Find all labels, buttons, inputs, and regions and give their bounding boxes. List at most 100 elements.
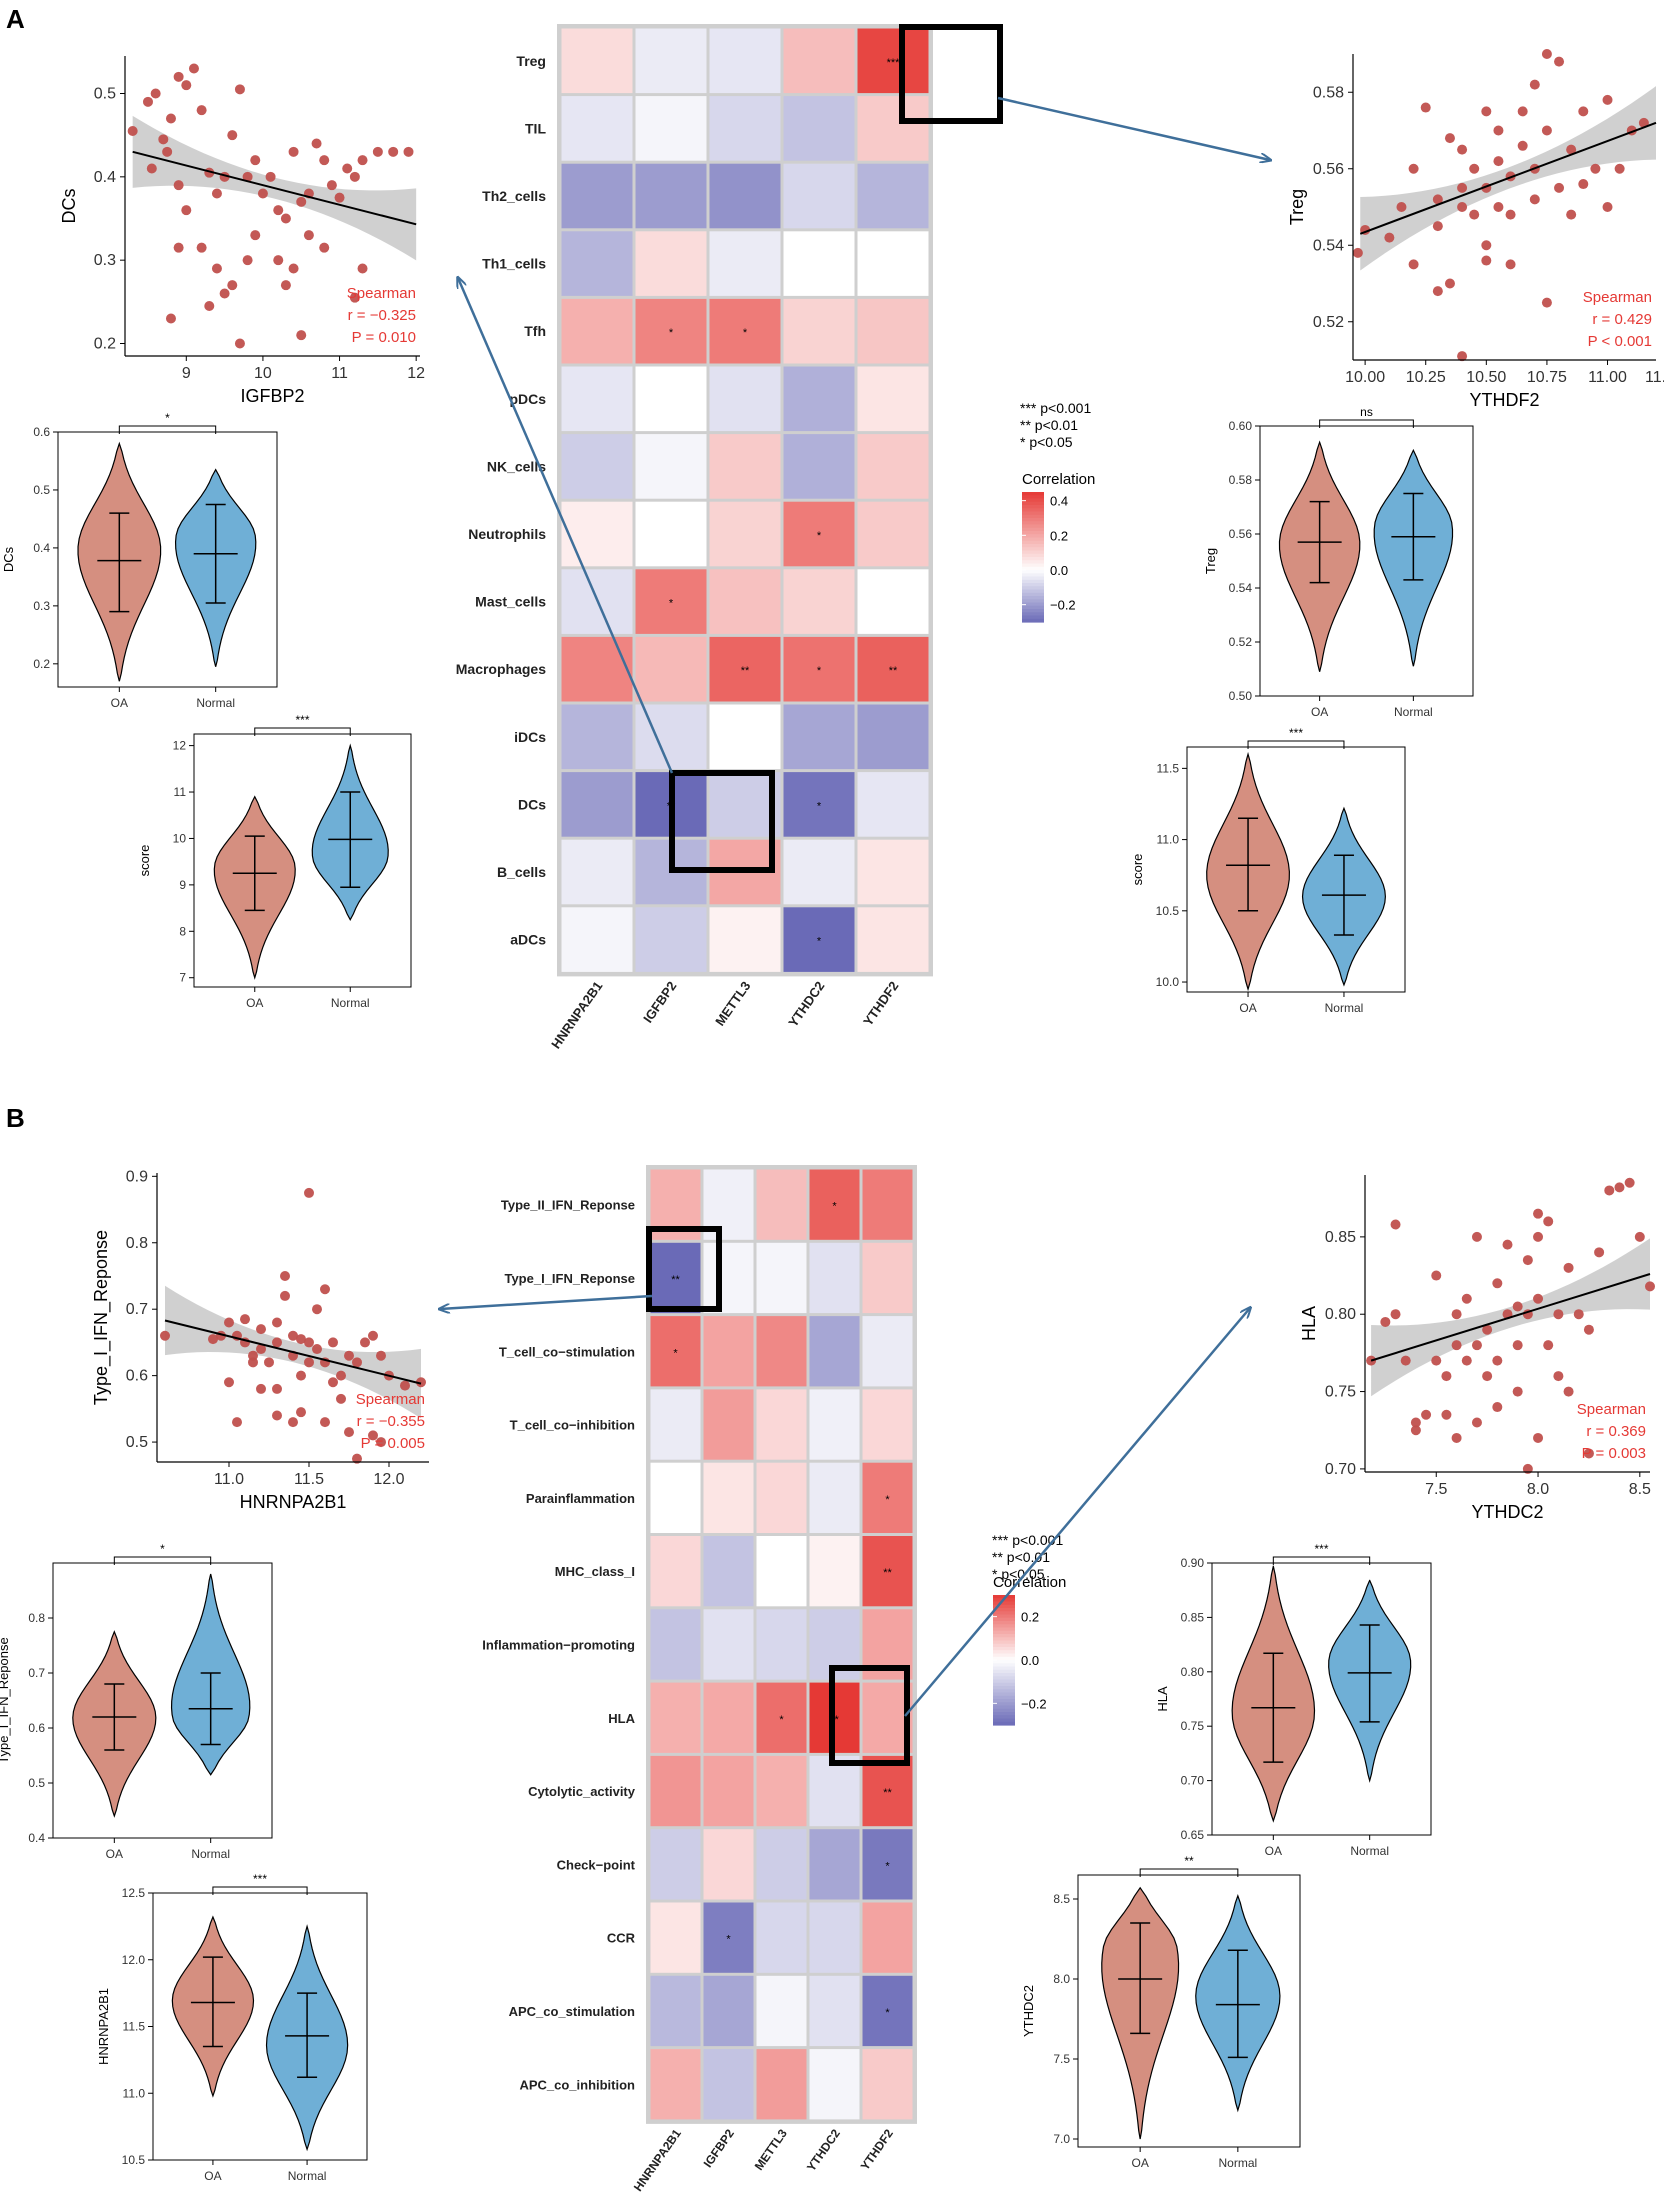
scatter-point: [1583, 1324, 1594, 1335]
heatmap-cell: [650, 1682, 701, 1753]
colorbar-step: [1022, 527, 1044, 532]
y-tick-label: 11.5: [1157, 761, 1180, 775]
significance-bracket: [212, 1886, 308, 1895]
heatmap-star: *: [669, 327, 674, 339]
violin-type-i-ifn: OA Normal * 0.4 0.5 0.6 0.7 0.8 Type_I_IFN_Repon…: [0, 1542, 273, 1861]
scatter-point: [150, 88, 161, 99]
heatmap-cell: [635, 907, 707, 972]
y-tick-label: 0.3: [33, 599, 50, 613]
scatter-point: [1505, 209, 1516, 220]
scatter-point: [219, 288, 230, 299]
heatmap-cell: [857, 28, 929, 94]
colorbar-step: [1022, 560, 1044, 565]
heatmap-cell: [709, 28, 781, 94]
heatmap-row-label: Inflammation−promoting: [482, 1637, 635, 1652]
heatmap-star: **: [741, 665, 750, 677]
heatmap-cell: [783, 907, 855, 972]
violin-ythdc2: OA Normal ** 7.0 7.5 8.0 8.5 YTHDC2: [1021, 1854, 1301, 2170]
colorbar-step: [993, 1712, 1015, 1716]
scatter-point: [1533, 1293, 1544, 1304]
heatmap-cell: [650, 1389, 701, 1460]
colorbar-step: [993, 1669, 1015, 1674]
scatter-point: [1457, 351, 1468, 362]
spearman-annotation: Spearman: [356, 1391, 425, 1408]
y-tick-label: 10.0: [1156, 975, 1180, 989]
heatmap-row-label: Check−point: [557, 1857, 636, 1872]
y-tick-label: 11: [174, 785, 187, 799]
heatmap-star: *: [669, 598, 674, 610]
scatter-point: [1469, 209, 1480, 220]
heatmap-star: *: [673, 1347, 678, 1359]
heatmap-cell: [703, 2049, 754, 2120]
heatmap-row-label: Cytolytic_activity: [528, 1784, 636, 1799]
group-label: OA: [1239, 1001, 1256, 1015]
colorbar-step: [1022, 605, 1044, 610]
scatter-point: [196, 105, 207, 116]
y-tick-label: 11.0: [1157, 833, 1180, 847]
scatter-point: [1541, 125, 1552, 136]
scatter-point: [173, 180, 184, 191]
scatter-point: [296, 1370, 306, 1381]
scatter-point: [326, 180, 337, 191]
scatter-point: [1432, 221, 1443, 232]
violin-frame: [1186, 746, 1406, 993]
heatmap-cell: [783, 501, 855, 567]
scatter-point: [256, 1324, 266, 1335]
arrow-hla: [904, 1308, 1250, 1717]
scatter-point: [376, 1437, 386, 1448]
scatter-point: [336, 1393, 346, 1404]
colorbar-step: [993, 1643, 1015, 1648]
scatter-point: [357, 155, 368, 166]
scatter-point: [1578, 106, 1589, 117]
y-tick-label: 0.85: [1181, 1610, 1205, 1624]
scatter-point: [240, 1314, 250, 1325]
heatmap-cell: [857, 231, 929, 296]
heatmap-row-label: HLA: [608, 1711, 635, 1726]
heatmap-col-label: IGFBP2: [701, 2126, 738, 2170]
heatmap-cell: [809, 1975, 860, 2047]
scatter-point: [328, 1377, 338, 1388]
scatter-point: [296, 1407, 306, 1418]
heatmap-cell: [561, 366, 633, 432]
scatter-point: [257, 188, 268, 199]
y-tick-label: 0.52: [1229, 635, 1253, 649]
heatmap-cell: [650, 1975, 701, 2047]
heatmap-cell: [756, 1462, 807, 1533]
heatmap-cell: [857, 163, 929, 229]
scatter-point: [1543, 1216, 1554, 1227]
significance-label: ***: [295, 713, 309, 727]
heatmap-cell: [703, 1755, 754, 1827]
sig-legend-entry: * p<0.05: [992, 1566, 1045, 1582]
y-tick-label: 12.5: [122, 1886, 146, 1900]
heatmap-row-label: TIL: [525, 120, 546, 136]
y-axis-label: HLA: [1299, 1306, 1319, 1341]
heatmap-cell: [561, 28, 633, 94]
heatmap-cell: [703, 1975, 754, 2047]
heatmap-row-label: Type_II_IFN_Reponse: [501, 1198, 635, 1213]
group-label: Normal: [1219, 2156, 1258, 2170]
colorbar-step: [1022, 615, 1044, 620]
y-tick-label: 0.9: [126, 1168, 148, 1185]
scatter-point: [272, 1383, 282, 1394]
colorbar-step: [993, 1624, 1015, 1629]
y-tick-label: 9: [179, 878, 186, 892]
scatter-point: [1471, 1417, 1482, 1428]
colorbar-step: [993, 1660, 1015, 1664]
arrow-treg: [997, 96, 1270, 160]
x-tick-label: 12: [407, 365, 425, 382]
scatter-point: [296, 196, 307, 207]
scatter-point: [204, 301, 215, 311]
y-tick-label: 8.0: [1053, 1972, 1070, 1986]
heatmap-cell: [783, 704, 855, 770]
heatmap-cell: [650, 1316, 701, 1387]
heatmap-col-label: METTL3: [752, 2126, 790, 2173]
x-tick-label: 11.0: [214, 1471, 244, 1488]
heatmap-cell: [783, 839, 855, 905]
heatmap-cell: [709, 704, 781, 770]
spearman-annotation: r = −0.325: [348, 307, 416, 324]
heatmap-cell: [756, 1609, 807, 1680]
scatter-hla-vs-ythdc2: 7.5 8.0 8.5 0.70 0.75 0.80 0.85 YTHDC2 HLA Spearm…: [1299, 1175, 1655, 1522]
y-tick-label: 0.5: [28, 1776, 45, 1790]
heatmap-cell: [561, 163, 633, 229]
heatmap-cell: [635, 28, 707, 94]
